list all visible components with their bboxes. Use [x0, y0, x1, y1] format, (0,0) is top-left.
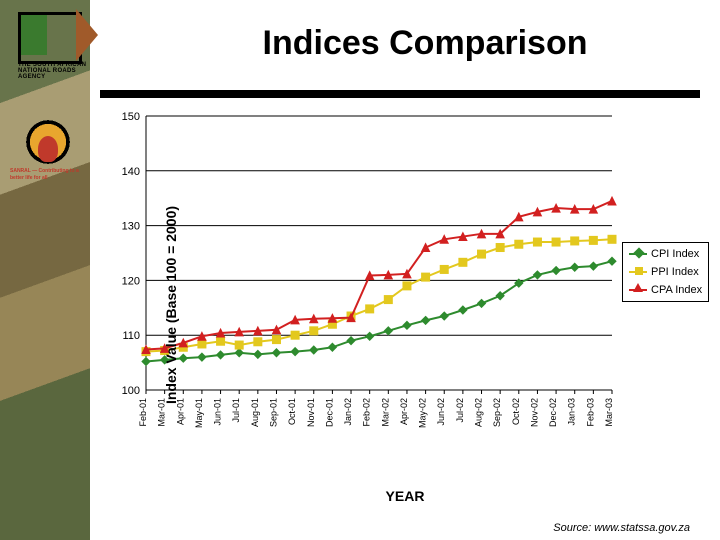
logo-caption: THE SOUTH AFRICAN NATIONAL ROADS AGENCY: [18, 62, 96, 80]
svg-text:110: 110: [122, 330, 140, 342]
decorative-photo-strip: [0, 0, 90, 540]
slide-title: Indices Comparison: [150, 24, 700, 63]
title-underline: [100, 90, 700, 98]
svg-text:100: 100: [122, 385, 140, 397]
legend-label: CPI Index: [651, 248, 699, 260]
svg-text:Sep-02: Sep-02: [492, 398, 502, 427]
source-footnote: Source: www.statssa.gov.za: [553, 522, 690, 534]
svg-text:Dec-01: Dec-01: [324, 398, 334, 427]
chart-svg: 100110120130140150Feb-01Mar-01Apr-01May-…: [100, 110, 710, 470]
sanral-secondary-logo: SANRAL — Contributing to a better life f…: [8, 118, 92, 196]
sanral-roads-agency-logo: THE SOUTH AFRICAN NATIONAL ROADS AGENCY: [18, 12, 96, 70]
svg-text:Jan-03: Jan-03: [567, 398, 577, 426]
svg-text:140: 140: [122, 166, 140, 178]
svg-text:Mar-03: Mar-03: [604, 398, 614, 427]
svg-text:150: 150: [122, 111, 140, 123]
svg-text:120: 120: [122, 275, 140, 287]
legend-item: CPI Index: [629, 245, 702, 263]
logo2-caption: SANRAL — Contributing to a better life f…: [10, 168, 92, 182]
svg-text:Sep-01: Sep-01: [268, 398, 278, 427]
svg-text:Feb-03: Feb-03: [585, 398, 595, 427]
svg-text:130: 130: [122, 221, 140, 233]
svg-text:Jun-02: Jun-02: [436, 398, 446, 426]
legend-item: CPA Index: [629, 281, 702, 299]
svg-text:May-01: May-01: [194, 398, 204, 428]
chart-legend: CPI Index PPI Index CPA Index: [622, 242, 709, 302]
svg-text:Apr-02: Apr-02: [399, 398, 409, 425]
svg-text:Jun-01: Jun-01: [213, 398, 223, 426]
svg-text:Jul-02: Jul-02: [455, 398, 465, 423]
svg-text:Nov-01: Nov-01: [306, 398, 316, 427]
legend-label: CPA Index: [651, 284, 702, 296]
legend-item: PPI Index: [629, 263, 702, 281]
svg-text:Jul-01: Jul-01: [231, 398, 241, 423]
y-axis-label: Index Value (Base 100 = 2000): [163, 206, 179, 404]
svg-text:Oct-02: Oct-02: [511, 398, 521, 425]
svg-text:Jan-02: Jan-02: [343, 398, 353, 426]
svg-text:Aug-02: Aug-02: [474, 398, 484, 427]
svg-text:Mar-02: Mar-02: [380, 398, 390, 427]
svg-text:May-02: May-02: [418, 398, 428, 428]
indices-line-chart: Index Value (Base 100 = 2000) 100 110 120 1…: [100, 110, 710, 500]
svg-text:Feb-02: Feb-02: [362, 398, 372, 427]
svg-text:Feb-01: Feb-01: [138, 398, 148, 427]
svg-text:Aug-01: Aug-01: [250, 398, 260, 427]
x-axis-label: YEAR: [100, 488, 710, 504]
svg-text:Dec-02: Dec-02: [548, 398, 558, 427]
svg-text:Nov-02: Nov-02: [529, 398, 539, 427]
slide: THE SOUTH AFRICAN NATIONAL ROADS AGENCY …: [0, 0, 720, 540]
svg-text:Oct-01: Oct-01: [287, 398, 297, 425]
legend-label: PPI Index: [651, 266, 699, 278]
